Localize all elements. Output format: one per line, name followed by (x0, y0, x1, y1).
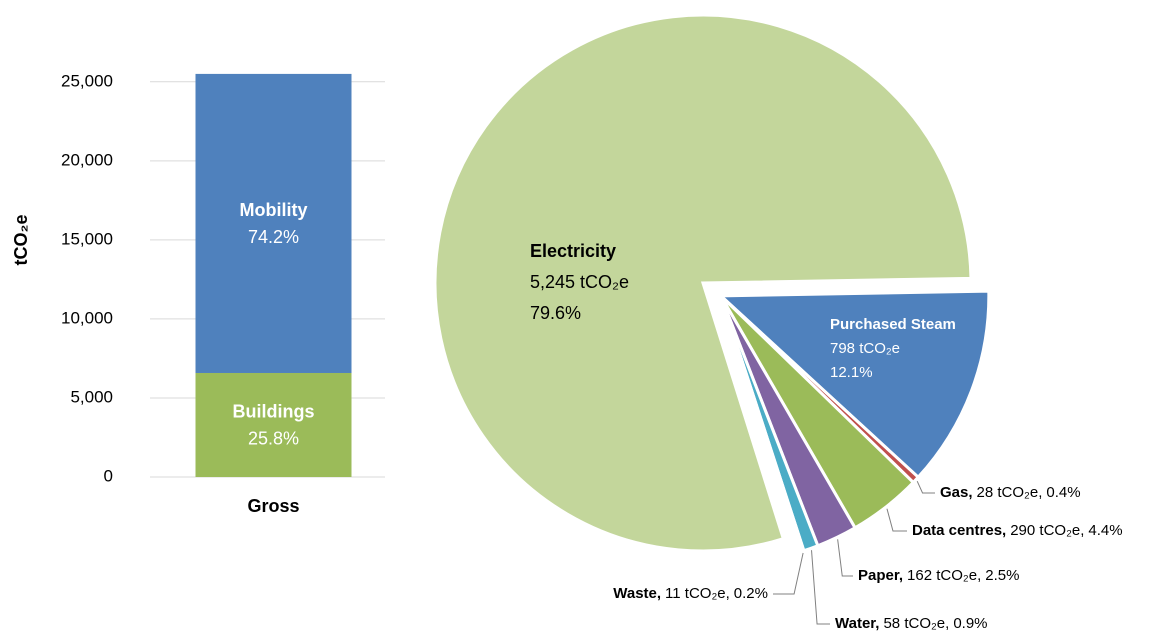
slice-percent: 0.9% (953, 615, 987, 632)
leader-line (886, 508, 907, 532)
slice-percent: 0.2% (734, 585, 768, 602)
pie-slice (433, 13, 973, 553)
bar-segment (195, 372, 352, 477)
leader-line (916, 480, 935, 494)
segment-percent: 25.8% (248, 429, 299, 449)
separator: , (977, 567, 981, 584)
separator: , (899, 567, 903, 584)
y-axis-label: tCO₂e (11, 214, 31, 265)
segment-name: Mobility (240, 200, 308, 220)
leader-line (837, 539, 853, 577)
slice-name: Waste (613, 585, 657, 602)
leader-line (773, 552, 804, 595)
slice-value: 5,245 tCO₂e (530, 272, 629, 292)
segment-percent: 74.2% (248, 227, 299, 247)
slice-name: Water (835, 615, 876, 632)
slice-name: Gas (940, 484, 968, 501)
separator: , (945, 615, 949, 632)
slice-percent: 2.5% (985, 567, 1019, 584)
slice-name: Paper (858, 567, 900, 584)
slice-name: Electricity (530, 241, 616, 261)
separator: , (657, 585, 661, 602)
separator: , (1002, 522, 1006, 539)
leader-line (811, 550, 830, 625)
slice-value: 11 tCO₂e (665, 585, 726, 602)
slice-percent: 79.6% (530, 303, 581, 323)
segment-name: Buildings (233, 402, 315, 422)
separator: , (1080, 522, 1084, 539)
y-tick-label: 0 (104, 466, 113, 485)
pie-slice (717, 289, 991, 480)
slice-value: 28 tCO₂e (977, 484, 1039, 501)
separator: , (875, 615, 879, 632)
slice-percent: 0.4% (1046, 484, 1080, 501)
slice-label: Data centres, 290 tCO₂e, 4.4% (912, 522, 1123, 539)
slice-value: 162 tCO₂e (907, 567, 977, 584)
bar-segment (195, 73, 352, 373)
slice-label: Paper, 162 tCO₂e, 2.5% (858, 567, 1019, 584)
separator: , (968, 484, 972, 501)
y-tick-label: 25,000 (61, 71, 113, 90)
slice-value: 290 tCO₂e (1010, 522, 1080, 539)
slice-value: 58 tCO₂e (883, 615, 945, 632)
slice-label: Waste, 11 tCO₂e, 0.2% (613, 585, 768, 602)
x-tick-label: Gross (247, 496, 299, 516)
y-tick-label: 20,000 (61, 150, 113, 169)
separator: , (726, 585, 730, 602)
pie-slice (719, 295, 806, 554)
slice-label: Gas, 28 tCO₂e, 0.4% (940, 484, 1081, 501)
separator: , (1038, 484, 1042, 501)
y-tick-label: 15,000 (61, 229, 113, 248)
slice-name: Purchased Steam (830, 316, 956, 333)
slice-label: Water, 58 tCO₂e, 0.9% (835, 615, 988, 632)
y-tick-label: 5,000 (70, 387, 113, 406)
slice-percent: 4.4% (1088, 522, 1122, 539)
slice-name: Data centres (912, 522, 1002, 539)
slice-percent: 12.1% (830, 364, 873, 381)
slice-value: 798 tCO₂e (830, 340, 900, 357)
y-tick-label: 10,000 (61, 308, 113, 327)
